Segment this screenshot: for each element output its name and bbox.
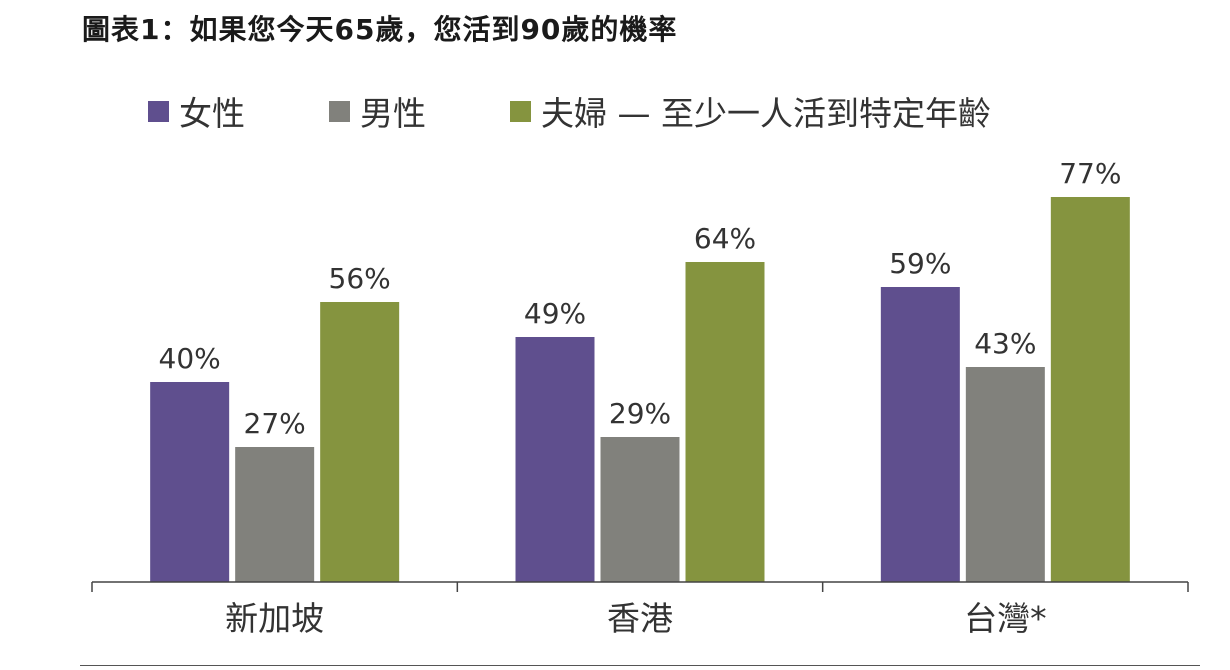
category-label-0: 新加坡 xyxy=(225,599,324,638)
bar-series-2-2 xyxy=(1050,197,1130,582)
legend-label-male: 男性 xyxy=(360,94,426,133)
legend: 女性 男性 夫婦 — 至少一人活到特定年齡 xyxy=(148,88,991,134)
legend-item-male: 男性 xyxy=(329,87,426,135)
data-label-series-1-0: 27% xyxy=(244,407,306,440)
category-label-1: 香港 xyxy=(607,599,673,638)
data-label-series-2-2: 77% xyxy=(1059,157,1121,190)
chart-title: 圖表1：如果您今天65歲，您活到90歲的機率 xyxy=(82,13,678,46)
bar-series-1-2 xyxy=(965,367,1045,582)
legend-swatch-male xyxy=(329,100,350,122)
data-label-series-0-2: 59% xyxy=(889,247,951,280)
bar-series-2-0 xyxy=(320,302,400,582)
bottom-rule xyxy=(80,665,1200,666)
legend-swatch-couple xyxy=(510,100,531,122)
data-label-series-1-1: 29% xyxy=(609,397,671,430)
data-label-series-2-1: 64% xyxy=(694,222,756,255)
bar-series-2-1 xyxy=(685,262,765,582)
data-label-series-1-2: 43% xyxy=(974,327,1036,360)
legend-item-female: 女性 xyxy=(148,87,245,135)
data-label-series-2-0: 56% xyxy=(329,262,391,295)
data-label-series-0-1: 49% xyxy=(524,297,586,330)
legend-label-female: 女性 xyxy=(179,94,245,133)
data-label-series-0-0: 40% xyxy=(159,342,221,375)
bar-series-0-1 xyxy=(515,337,595,582)
bar-series-0-2 xyxy=(880,287,960,582)
legend-item-couple: 夫婦 — 至少一人活到特定年齡 xyxy=(510,87,991,135)
bar-series-1-0 xyxy=(235,447,315,582)
bar-series-0-0 xyxy=(150,382,230,582)
category-label-2: 台灣* xyxy=(964,599,1047,638)
bar-series-1-1 xyxy=(600,437,680,582)
legend-swatch-female xyxy=(148,100,169,122)
legend-label-couple: 夫婦 — 至少一人活到特定年齡 xyxy=(541,94,991,133)
